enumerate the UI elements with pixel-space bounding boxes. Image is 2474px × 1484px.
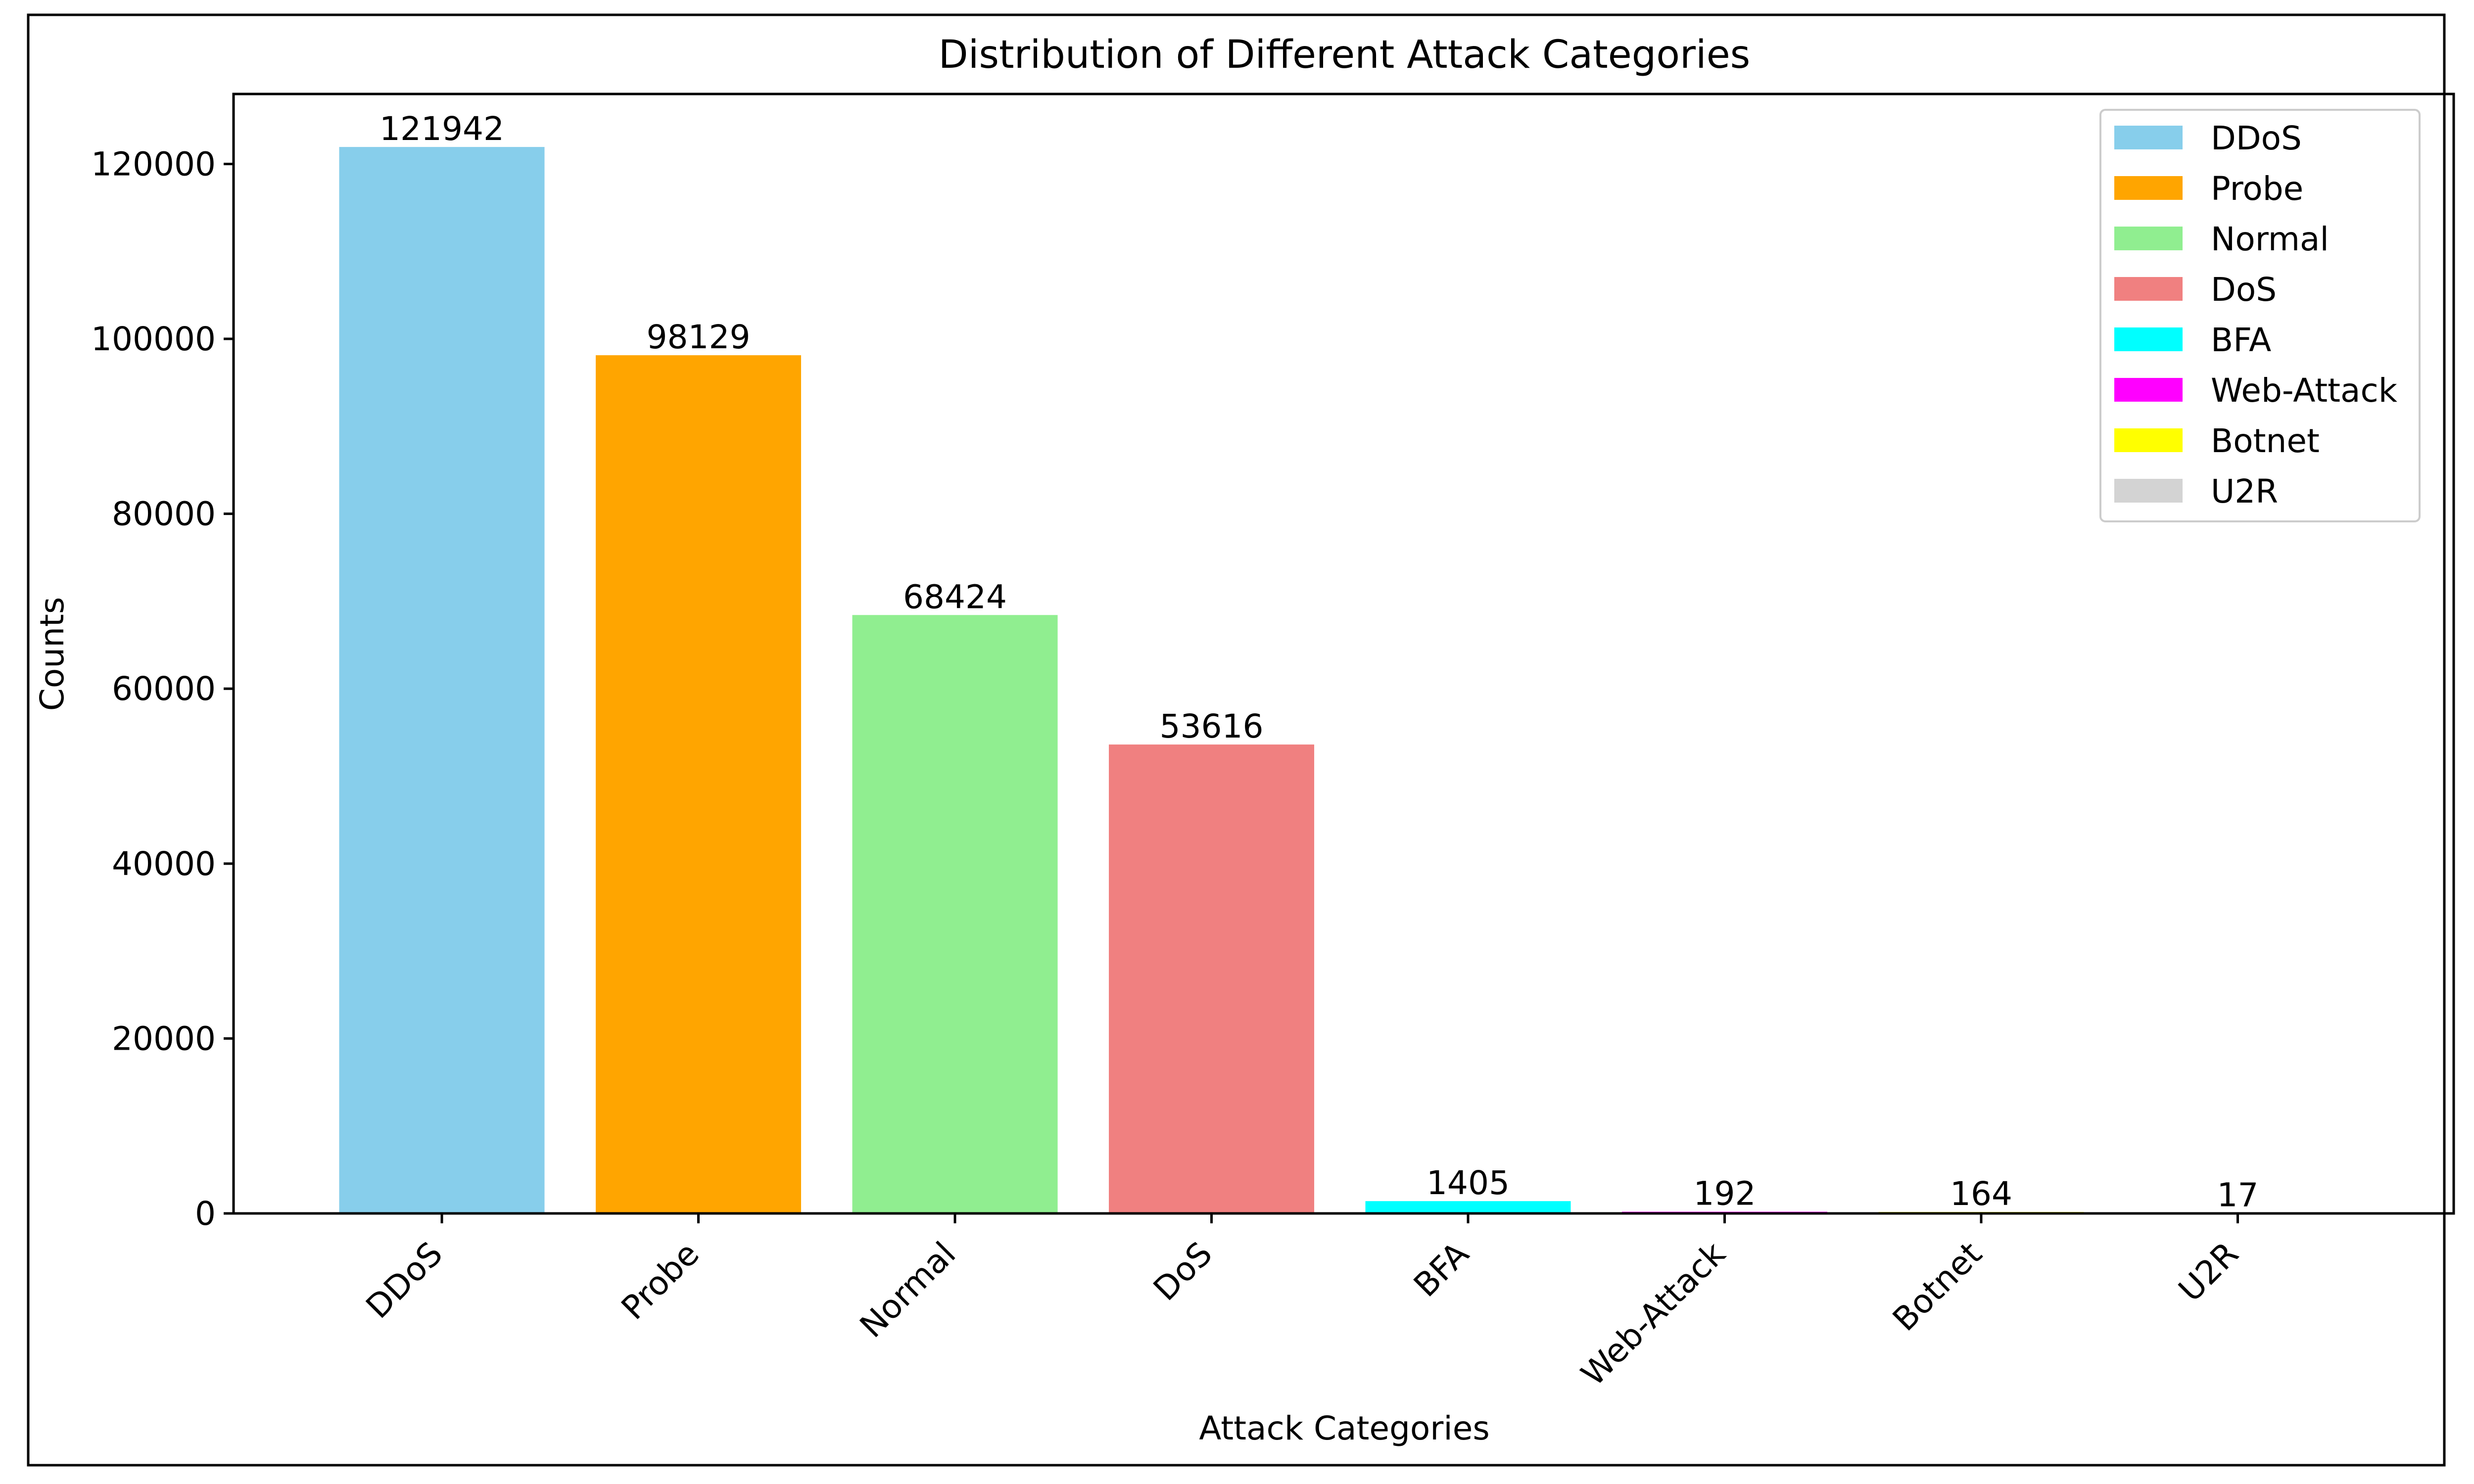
legend: DDoS Probe Normal DoS BFA Web-Attack Botnet U2R [2099,109,2421,522]
bar-dos [1109,744,1314,1213]
y-tick-label: 100000 [91,320,216,358]
bar-ddos [339,147,545,1214]
legend-box [2099,109,2421,522]
y-tick-label: 40000 [112,845,216,883]
y-axis-label: Counts [33,597,71,711]
legend-swatch-u2r [2114,479,2183,503]
value-label-web-attack: 192 [1694,1175,1756,1213]
value-labels-group: 121942 98129 68424 53616 1405 192 164 17 [380,110,2258,1214]
y-tick-label: 60000 [112,670,216,708]
legend-swatch-botnet [2114,428,2183,452]
legend-label-web-attack: Web-Attack [2211,371,2398,410]
plot-area-frame [232,93,2455,1215]
legend-label-ddos: DDoS [2211,119,2302,157]
legend-label-bfa: BFA [2211,321,2271,359]
y-tick-label: 80000 [112,495,216,533]
y-tick-label: 20000 [112,1020,216,1058]
y-axis: 0 20000 40000 60000 80000 100000 120000 [91,145,234,1233]
legend-swatch-dos [2114,277,2183,301]
legend-swatch-ddos [2114,126,2183,149]
value-label-dos: 53616 [1160,707,1264,745]
legend-label-dos: DoS [2211,271,2277,309]
legend-label-botnet: Botnet [2211,422,2320,460]
chart-title: Distribution of Different Attack Categor… [939,33,1751,77]
y-tick-label: 0 [195,1195,216,1233]
value-label-normal: 68424 [903,578,1007,616]
value-label-ddos: 121942 [380,110,504,148]
x-axis-label: Attack Categories [1199,1409,1489,1447]
bar-bfa [1365,1201,1571,1213]
value-label-bfa: 1405 [1427,1164,1510,1202]
y-tick-label: 120000 [91,145,216,183]
legend-label-u2r: U2R [2211,472,2278,510]
legend-label-normal: Normal [2211,220,2329,258]
value-label-botnet: 164 [1950,1175,2012,1213]
bar-normal [852,615,1058,1213]
bars-group [339,147,2340,1214]
bar-probe [596,355,801,1214]
legend-swatch-normal [2114,227,2183,250]
legend-swatch-probe [2114,176,2183,200]
value-label-u2r: 17 [2217,1176,2259,1214]
legend-swatch-web-attack [2114,378,2183,402]
legend-label-probe: Probe [2211,170,2303,208]
value-label-probe: 98129 [647,318,751,356]
legend-swatch-bfa [2114,327,2183,351]
